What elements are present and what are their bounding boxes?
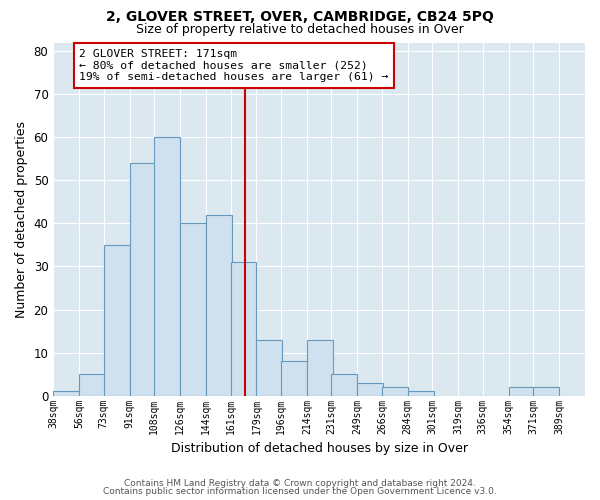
Bar	[358, 382, 383, 396]
Bar	[307, 340, 333, 396]
Bar	[79, 374, 105, 396]
Text: 2 GLOVER STREET: 171sqm
← 80% of detached houses are smaller (252)
19% of semi-d: 2 GLOVER STREET: 171sqm ← 80% of detache…	[79, 49, 389, 82]
Bar	[130, 163, 155, 396]
Bar	[180, 224, 206, 396]
Bar	[53, 392, 79, 396]
Bar	[154, 137, 180, 396]
Text: Size of property relative to detached houses in Over: Size of property relative to detached ho…	[136, 22, 464, 36]
X-axis label: Distribution of detached houses by size in Over: Distribution of detached houses by size …	[170, 442, 467, 455]
Bar	[230, 262, 256, 396]
Bar	[281, 361, 307, 396]
Text: 2, GLOVER STREET, OVER, CAMBRIDGE, CB24 5PQ: 2, GLOVER STREET, OVER, CAMBRIDGE, CB24 …	[106, 10, 494, 24]
Bar	[331, 374, 358, 396]
Text: Contains HM Land Registry data © Crown copyright and database right 2024.: Contains HM Land Registry data © Crown c…	[124, 478, 476, 488]
Bar	[256, 340, 283, 396]
Y-axis label: Number of detached properties: Number of detached properties	[15, 120, 28, 318]
Bar	[533, 387, 559, 396]
Bar	[206, 215, 232, 396]
Bar	[104, 245, 130, 396]
Bar	[509, 387, 535, 396]
Bar	[382, 387, 408, 396]
Text: Contains public sector information licensed under the Open Government Licence v3: Contains public sector information licen…	[103, 487, 497, 496]
Bar	[408, 392, 434, 396]
